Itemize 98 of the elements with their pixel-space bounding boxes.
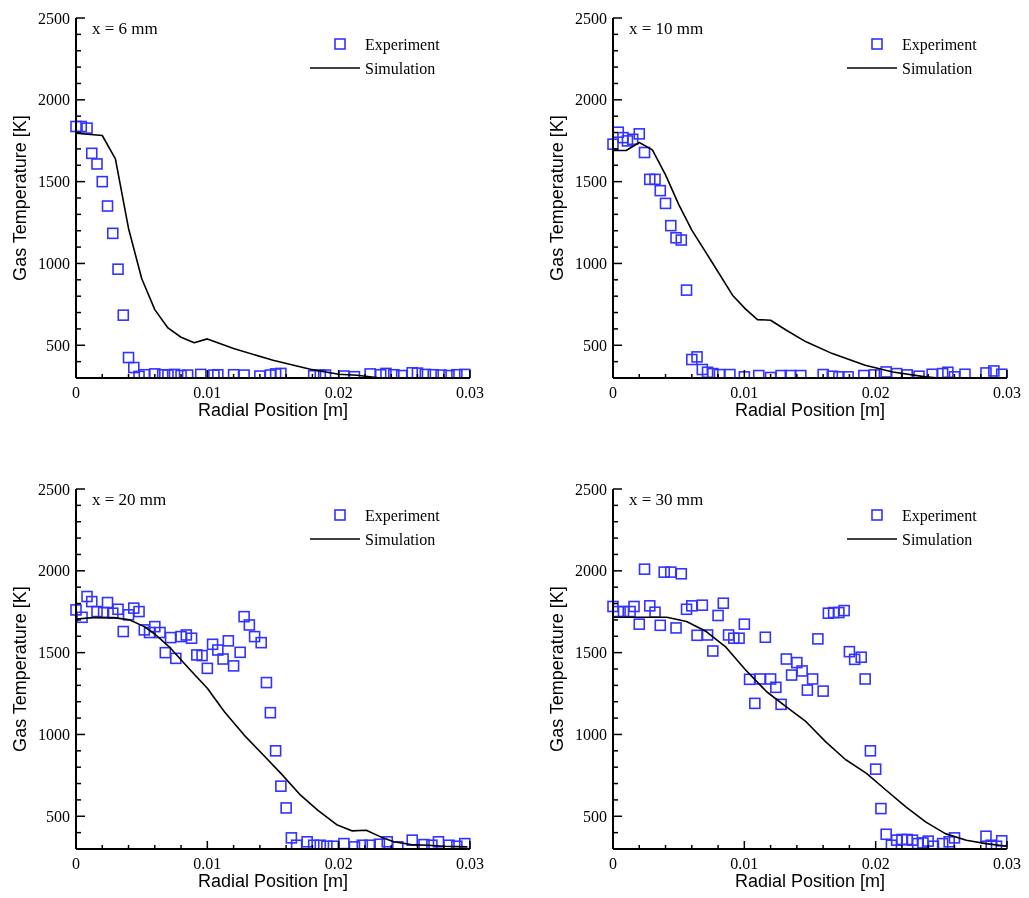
point	[127, 361, 140, 374]
point	[633, 128, 646, 140]
y-tick-label: 2500	[38, 9, 70, 27]
y-tick-label: 500	[46, 807, 70, 825]
chart-title: x = 6 mm	[92, 19, 158, 38]
legend-label: Simulation	[902, 530, 973, 548]
y-axis-title: Gas Temperature [K]	[547, 115, 567, 281]
chart-title: x = 30 mm	[629, 490, 704, 509]
point	[117, 309, 130, 321]
x-tick-label: 0.02	[861, 384, 890, 401]
legend-label: Experiment	[365, 35, 441, 54]
x-tick-label: 0.03	[993, 855, 1021, 872]
point	[626, 133, 639, 146]
y-tick-label: 2000	[575, 91, 607, 109]
x-tick-label: 0	[609, 855, 617, 872]
y-tick-label: 500	[583, 807, 607, 825]
y-tick-label: 2500	[575, 9, 607, 27]
chart-title: x = 10 mm	[629, 19, 704, 38]
point	[696, 363, 709, 376]
x-tick-label: 0.01	[730, 855, 759, 872]
x-tick-label: 0.01	[193, 855, 222, 872]
point	[156, 368, 169, 378]
y-tick-label: 1500	[38, 173, 70, 191]
y-tick-label: 1500	[575, 644, 607, 662]
legend-label: Experiment	[902, 506, 978, 525]
y-axis-title: Gas Temperature [K]	[10, 115, 30, 281]
y-tick-label: 1000	[38, 726, 70, 744]
chart-title: x = 20 mm	[92, 490, 167, 509]
point	[70, 120, 82, 133]
point	[101, 200, 114, 212]
point	[659, 197, 672, 210]
x-tick-label: 0	[609, 384, 617, 401]
y-tick-label: 1000	[575, 726, 607, 744]
y-tick-label: 1500	[38, 644, 70, 662]
point	[168, 368, 181, 378]
x-axis-title: Radial Position [m]	[734, 400, 886, 420]
y-tick-label: 1000	[575, 255, 607, 273]
y-tick-label: 2000	[38, 91, 70, 109]
point	[621, 135, 634, 147]
legend-label: Simulation	[365, 530, 436, 548]
point	[988, 365, 1000, 377]
point	[654, 184, 667, 197]
point	[713, 368, 726, 378]
point	[701, 366, 714, 378]
y-tick-label: 2500	[575, 480, 607, 498]
x-tick-label: 0.02	[324, 384, 353, 401]
y-tick-label: 2000	[38, 562, 70, 580]
x-axis-title: Radial Position [m]	[734, 871, 886, 891]
x-tick-label: 0.03	[993, 384, 1021, 401]
x-tick-label: 0	[72, 855, 80, 872]
y-tick-label: 500	[46, 336, 70, 354]
y-axis-title: Gas Temperature [K]	[10, 586, 30, 752]
point	[194, 368, 207, 378]
point	[106, 227, 119, 240]
y-tick-label: 2000	[575, 562, 607, 580]
y-axis-title: Gas Temperature [K]	[547, 586, 567, 752]
x-tick-label: 0.01	[730, 384, 759, 401]
point	[85, 147, 98, 160]
x-axis-title: Radial Position [m]	[197, 871, 349, 891]
legend-label: Experiment	[902, 35, 978, 54]
x-tick-label: 0	[72, 384, 80, 401]
point	[374, 368, 387, 378]
x-axis-title: Radial Position [m]	[197, 400, 349, 420]
point	[936, 367, 949, 378]
point	[670, 231, 682, 244]
point	[607, 138, 619, 150]
x-tick-label: 0.01	[193, 384, 222, 401]
point	[643, 173, 656, 186]
point	[649, 173, 661, 186]
x-tick-label: 0.02	[324, 855, 353, 872]
point	[81, 122, 93, 134]
point	[617, 131, 629, 144]
legend-label: Simulation	[365, 59, 436, 77]
point	[122, 351, 135, 364]
point	[686, 353, 698, 366]
point	[638, 146, 651, 159]
point	[227, 368, 240, 378]
x-tick-label: 0.03	[456, 384, 484, 401]
point	[96, 175, 109, 188]
point	[112, 263, 124, 275]
y-tick-label: 500	[583, 336, 607, 354]
y-tick-label: 1500	[575, 173, 607, 191]
point	[691, 351, 703, 363]
y-tick-label: 2500	[38, 480, 70, 498]
point	[675, 234, 688, 246]
y-tick-label: 1000	[38, 255, 70, 273]
legend-label: Simulation	[902, 59, 973, 77]
point	[138, 368, 151, 378]
point	[91, 158, 103, 170]
legend-label: Experiment	[365, 506, 441, 525]
point	[680, 284, 693, 296]
point	[212, 368, 224, 378]
point	[942, 366, 954, 378]
x-tick-label: 0.03	[456, 855, 484, 872]
x-tick-label: 0.02	[861, 855, 890, 872]
point	[419, 368, 432, 378]
point	[664, 219, 677, 232]
point	[269, 368, 282, 378]
